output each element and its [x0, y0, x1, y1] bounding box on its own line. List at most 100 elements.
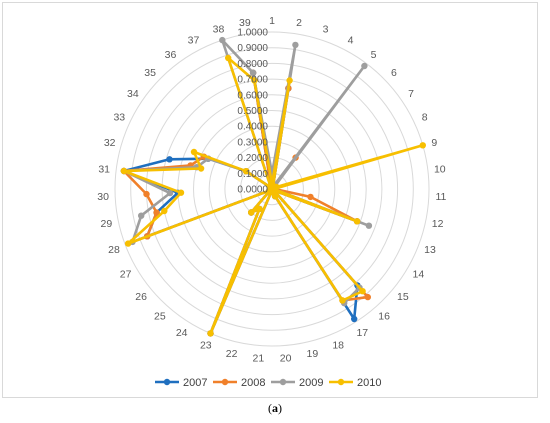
data-point-2010-9	[419, 142, 426, 149]
category-label: 17	[356, 327, 368, 339]
category-label: 7	[408, 88, 414, 100]
category-label: 23	[200, 340, 212, 352]
data-point-2009-39	[249, 69, 257, 77]
data-point-2007-17	[351, 315, 358, 323]
data-point-2010-34	[243, 168, 250, 175]
tick-label: 0.6000	[237, 90, 268, 101]
legend-label-2010: 2010	[357, 377, 381, 389]
data-point-2008-16	[364, 293, 371, 301]
data-point-2009-5	[361, 62, 368, 70]
tick-label: 0.7000	[237, 75, 268, 86]
legend: 2007 2008 2009 2010	[155, 377, 381, 389]
category-label: 34	[127, 88, 139, 100]
tick-label: 0.5000	[237, 106, 268, 117]
tick-label: 0.4000	[237, 122, 268, 133]
data-point-2010-31	[120, 167, 128, 175]
data-point-2010-24	[256, 205, 263, 213]
data-point-2010-28	[124, 240, 132, 247]
category-label: 8	[422, 112, 428, 124]
category-label: 12	[432, 218, 444, 230]
data-point-2010-39	[251, 77, 258, 84]
figure-caption: (a)	[268, 401, 282, 415]
data-point-2010-2	[286, 77, 293, 84]
legend-marker-2009	[279, 378, 287, 386]
data-point-2008-12	[307, 193, 314, 201]
category-label: 22	[226, 348, 238, 360]
category-label: 24	[176, 327, 188, 339]
category-label: 3	[323, 24, 329, 36]
category-label: 33	[113, 112, 125, 124]
data-point-2007-32	[166, 156, 173, 163]
tick-label: 0.0000	[237, 185, 268, 196]
data-point-2010-30	[177, 189, 185, 196]
category-label: 32	[104, 137, 116, 149]
data-point-2010-32	[197, 165, 205, 172]
grid-ring	[130, 47, 414, 331]
category-label: 29	[101, 218, 113, 230]
category-label: 13	[424, 244, 436, 256]
category-label: 6	[391, 67, 397, 79]
legend-label-2007: 2007	[183, 377, 207, 389]
category-label: 21	[253, 353, 265, 365]
grid-ring	[240, 157, 304, 221]
category-label: 15	[397, 291, 409, 303]
data-point-2010-37	[267, 183, 274, 190]
category-label: 11	[435, 191, 446, 203]
category-label: 39	[239, 17, 251, 29]
category-label: 4	[348, 34, 354, 46]
category-label: 27	[120, 269, 132, 281]
data-point-2010-17	[339, 297, 346, 304]
data-point-2009-2	[292, 41, 299, 49]
caption-letter: a	[272, 401, 278, 415]
category-label: 30	[97, 191, 109, 203]
category-label: 9	[431, 137, 437, 149]
data-point-2010-25	[248, 209, 255, 216]
radar-chart: 0.0000 0.1000 0.2000 0.3000 0.4000 0.5000 0.60…	[97, 15, 446, 389]
grid-ring	[224, 141, 320, 237]
radial-tick-labels: 0.0000 0.1000 0.2000 0.3000 0.4000 0.5000 0.60…	[237, 28, 268, 196]
category-label: 26	[135, 291, 147, 303]
category-label: 16	[378, 311, 390, 323]
category-label: 38	[213, 24, 225, 36]
category-label: 10	[434, 164, 446, 176]
grid-ring	[193, 110, 351, 268]
data-point-2010-16	[359, 288, 366, 295]
category-label: 36	[165, 49, 177, 61]
grid-ring	[145, 62, 399, 316]
radar-series	[120, 36, 426, 337]
category-label: 19	[307, 348, 319, 360]
category-label: 5	[371, 49, 377, 61]
legend-label-2008: 2008	[241, 377, 265, 389]
data-point-2010-13	[353, 218, 361, 225]
tick-label: 0.9000	[237, 43, 268, 54]
category-label: 2	[296, 17, 302, 29]
chart-frame	[2, 2, 538, 398]
tick-label: 0.8000	[237, 59, 268, 70]
data-point-2009-38	[219, 36, 226, 44]
tick-label: 1.0000	[237, 28, 268, 39]
category-label: 37	[188, 34, 200, 46]
grid-ring	[208, 125, 336, 253]
category-label: 14	[413, 269, 425, 281]
category-label: 1	[269, 15, 275, 27]
data-point-2008-30	[143, 190, 150, 198]
legend-marker-2007	[163, 378, 171, 386]
grid-ring	[114, 31, 430, 347]
category-label: 20	[280, 353, 292, 365]
data-point-2010-23	[207, 330, 214, 337]
data-point-2008-29	[153, 209, 160, 216]
category-label: 35	[144, 67, 156, 79]
data-point-2010-38	[225, 54, 232, 62]
legend-label-2009: 2009	[299, 377, 323, 389]
data-point-2009-29	[138, 212, 145, 219]
category-labels: 1 234567891011121314151617181920212223242…	[97, 15, 446, 365]
legend-marker-2010	[337, 378, 345, 386]
tick-label: 0.3000	[237, 137, 268, 148]
data-point-2010-29	[161, 207, 168, 215]
category-label: 28	[108, 244, 120, 256]
category-label: 25	[154, 311, 166, 323]
category-label: 31	[98, 164, 110, 176]
data-point-2009-13	[365, 222, 373, 229]
grid-ring	[177, 94, 367, 284]
data-point-2010-33	[190, 148, 198, 156]
